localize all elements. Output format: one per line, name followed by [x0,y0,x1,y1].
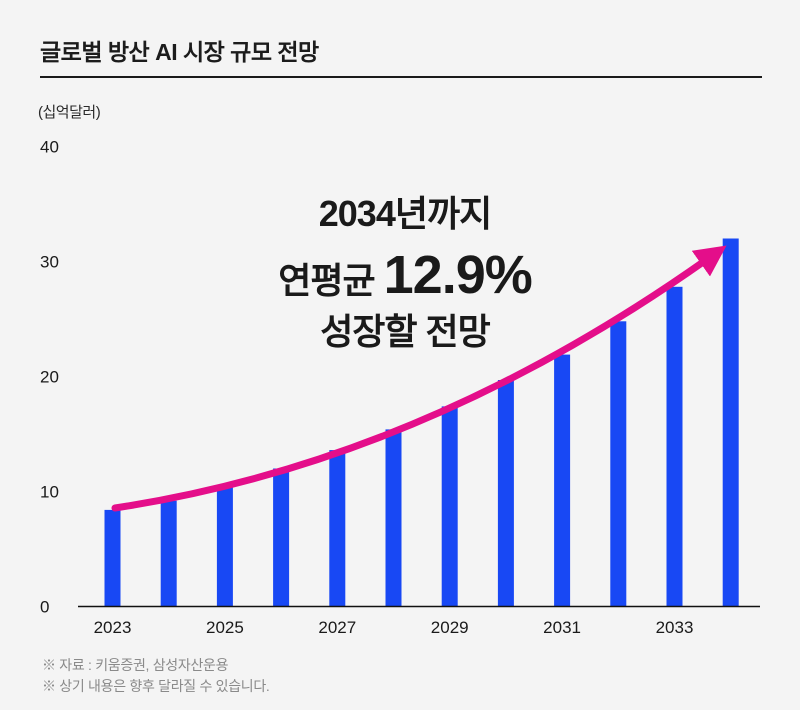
x-tick-2023: 2023 [94,618,132,637]
x-tick-2031: 2031 [543,618,581,637]
disclaimer-note: ※ 상기 내용은 향후 달라질 수 있습니다. [42,678,270,694]
x-tick-2033: 2033 [656,618,694,637]
growth-trend-arrow [111,245,727,512]
page-title: 글로벌 방산 AI 시장 규모 전망 [40,39,319,65]
y-tick-10: 10 [40,483,59,502]
y-axis-unit-label: (십억달러) [38,104,101,121]
source-note: ※ 자료 : 키움증권, 삼성자산운용 [42,657,229,673]
bar-2032 [610,321,627,607]
bar-2031 [554,354,571,607]
bar-2033 [666,286,683,607]
bar-2026 [273,468,290,607]
y-tick-0: 0 [40,598,49,617]
title-divider [40,76,762,78]
bar-2027 [329,450,346,607]
bar-2023 [104,509,121,607]
x-tick-2029: 2029 [431,618,469,637]
x-tick-2027: 2027 [318,618,356,637]
y-tick-20: 20 [40,368,59,387]
footer-notes: ※ 자료 : 키움증권, 삼성자산운용 ※ 상기 내용은 향후 달라질 수 있습… [42,655,270,697]
bar-2025 [216,484,233,607]
y-tick-40: 40 [40,138,59,157]
bar-2034 [722,238,739,607]
bar-2028 [385,429,402,607]
bar-2029 [441,406,458,607]
y-tick-30: 30 [40,253,59,272]
bar-2024 [160,500,177,607]
bar-2030 [497,380,514,607]
x-tick-2025: 2025 [206,618,244,637]
